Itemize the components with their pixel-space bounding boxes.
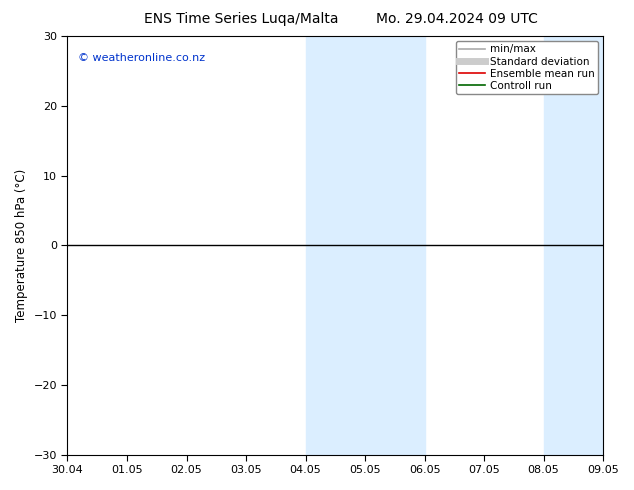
Text: ENS Time Series Luqa/Malta: ENS Time Series Luqa/Malta: [144, 12, 338, 26]
Legend: min/max, Standard deviation, Ensemble mean run, Controll run: min/max, Standard deviation, Ensemble me…: [456, 41, 598, 94]
Text: © weatheronline.co.nz: © weatheronline.co.nz: [78, 53, 205, 63]
Bar: [306, 36, 425, 455]
Text: Mo. 29.04.2024 09 UTC: Mo. 29.04.2024 09 UTC: [375, 12, 538, 26]
Y-axis label: Temperature 850 hPa (°C): Temperature 850 hPa (°C): [15, 169, 28, 322]
Bar: [543, 36, 603, 455]
